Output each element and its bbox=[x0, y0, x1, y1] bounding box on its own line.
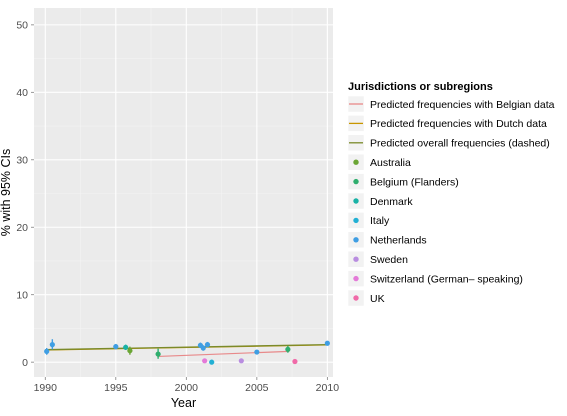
legend-point-swatch bbox=[353, 159, 359, 165]
y-tick-label: 40 bbox=[16, 87, 28, 99]
legend-label: Australia bbox=[370, 157, 411, 169]
legend-label: Belgium (Flanders) bbox=[370, 176, 459, 188]
legend-point-swatch bbox=[353, 217, 359, 224]
data-point bbox=[238, 358, 244, 364]
legend-point-swatch bbox=[353, 178, 359, 185]
legend-point-swatch bbox=[353, 256, 359, 262]
data-point bbox=[200, 345, 206, 351]
plot-panel bbox=[34, 8, 333, 377]
legend-label: Italy bbox=[370, 215, 390, 227]
trend-line bbox=[158, 350, 290, 358]
data-points bbox=[44, 339, 330, 365]
y-tick-label: 20 bbox=[16, 222, 28, 234]
legend-label: Switzerland (German– speaking) bbox=[370, 273, 523, 285]
x-tick-label: 2000 bbox=[175, 382, 199, 394]
data-point bbox=[123, 344, 129, 350]
y-tick-label: 30 bbox=[16, 155, 28, 167]
legend-label: Predicted frequencies with Dutch data bbox=[370, 118, 547, 130]
data-point bbox=[204, 342, 211, 348]
data-point bbox=[292, 358, 298, 365]
data-point bbox=[324, 340, 330, 346]
data-point bbox=[202, 358, 208, 364]
x-tick-label: 2005 bbox=[245, 382, 269, 394]
axes: 1990 1995 2000 2005 2010 0 10 20 30 40 50 Year % wit… bbox=[0, 20, 339, 410]
gridlines bbox=[34, 8, 333, 377]
legend-label: Denmark bbox=[370, 196, 413, 208]
legend-title: Jurisdictions or subregions bbox=[348, 81, 493, 93]
y-tick-label: 50 bbox=[16, 20, 28, 32]
data-point bbox=[155, 351, 161, 357]
legend-point-swatch bbox=[353, 198, 359, 204]
y-axis-label: % with 95% CIs bbox=[0, 149, 13, 237]
data-point bbox=[254, 349, 260, 355]
x-tick-label: 2010 bbox=[316, 382, 340, 394]
legend-label: Sweden bbox=[370, 254, 408, 266]
legend-label: Netherlands bbox=[370, 235, 427, 247]
legend: Jurisdictions or subregions Predicted fre… bbox=[347, 81, 555, 307]
legend-point-swatch bbox=[353, 295, 359, 301]
x-tick-label: 1990 bbox=[34, 382, 58, 394]
data-point bbox=[127, 348, 133, 354]
data-point bbox=[209, 359, 215, 365]
trend-lines bbox=[45, 343, 328, 358]
legend-label: UK bbox=[370, 293, 385, 305]
legend-label: Predicted frequencies with Belgian data bbox=[370, 99, 555, 111]
data-point bbox=[285, 346, 291, 352]
legend-label: Predicted overall frequencies (dashed) bbox=[370, 138, 550, 150]
trend-line bbox=[45, 343, 328, 351]
y-tick-label: 0 bbox=[22, 357, 28, 369]
legend-point-swatch bbox=[353, 237, 359, 243]
data-point bbox=[44, 348, 50, 354]
legend-point-swatch bbox=[353, 275, 359, 282]
data-point bbox=[113, 344, 119, 350]
y-tick-label: 10 bbox=[16, 290, 28, 302]
x-tick-label: 1995 bbox=[104, 382, 128, 394]
data-point bbox=[49, 342, 55, 348]
x-axis-label: Year bbox=[171, 396, 196, 410]
